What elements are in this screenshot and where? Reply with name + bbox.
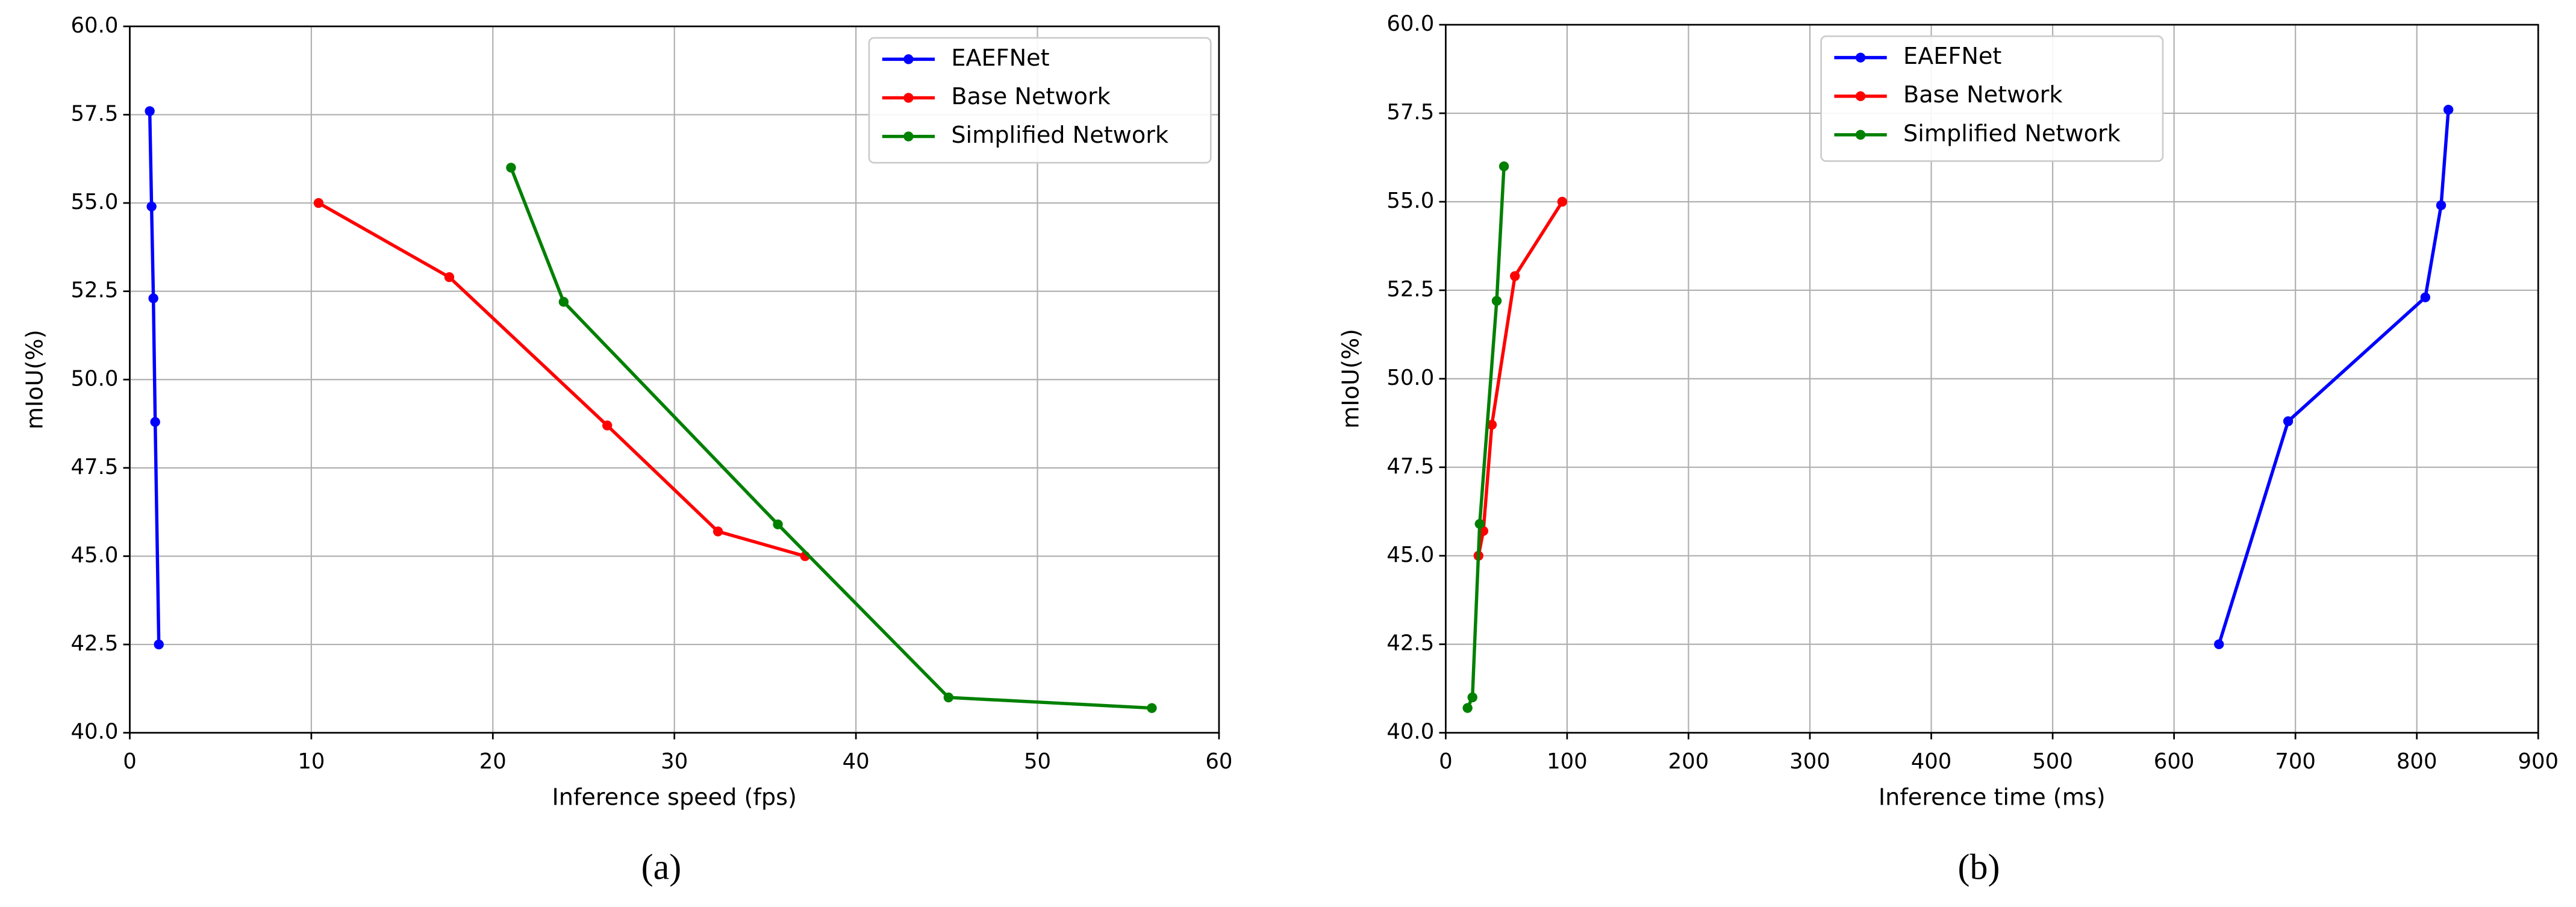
- point: [1474, 519, 1485, 529]
- x-tick-label: 20: [479, 749, 507, 774]
- point: [713, 526, 723, 537]
- y-tick-label: 42.5: [70, 631, 118, 656]
- series-line: [509, 167, 1152, 710]
- point: [145, 106, 155, 116]
- point: [602, 420, 613, 431]
- series-line: [148, 111, 161, 645]
- legend-label: Simplified Network: [1903, 120, 2121, 147]
- x-tick-label: 50: [1024, 749, 1051, 774]
- legend-label: Simplified Network: [951, 122, 1168, 149]
- x-tick-label: 10: [298, 749, 325, 774]
- legend-label: EAEFNet: [951, 45, 1049, 72]
- point: [1491, 296, 1502, 306]
- point: [1499, 161, 1509, 172]
- legend-marker: [1855, 91, 1866, 101]
- point: [506, 163, 516, 173]
- legend-label: Base Network: [1903, 82, 2062, 108]
- legend-label: EAEFNet: [1903, 43, 2001, 70]
- point: [558, 297, 569, 307]
- x-tick-label: 0: [123, 749, 137, 774]
- point: [2443, 104, 2454, 115]
- legend-marker: [903, 93, 914, 103]
- y-tick-label: 42.5: [1386, 631, 1434, 656]
- point: [2214, 639, 2224, 649]
- x-axis-label: Inference time (ms): [1879, 784, 2106, 811]
- x-tick-label: 400: [1911, 749, 1952, 774]
- point: [1462, 703, 1473, 713]
- x-tick-label: 500: [2032, 749, 2073, 774]
- x-tick-label: 60: [1205, 749, 1232, 774]
- y-tick-label: 57.5: [70, 101, 118, 126]
- y-tick-label: 50.0: [1386, 366, 1434, 390]
- point: [1510, 271, 1520, 281]
- y-tick-label: 50.0: [70, 366, 118, 391]
- legend-label: Base Network: [951, 84, 1110, 110]
- x-tick-label: 100: [1547, 749, 1588, 774]
- y-tick-label: 45.0: [1386, 543, 1434, 567]
- point: [2283, 416, 2294, 426]
- y-tick-label: 60.0: [1386, 11, 1434, 36]
- caption: (b): [1958, 847, 2000, 887]
- series-line: [2217, 109, 2450, 645]
- caption: (a): [641, 847, 682, 887]
- y-axis-label: mIoU(%): [22, 329, 49, 429]
- y-tick-label: 47.5: [1386, 454, 1434, 479]
- point: [146, 201, 157, 212]
- point: [444, 272, 455, 282]
- y-tick-label: 55.0: [70, 190, 118, 214]
- x-tick-label: 30: [661, 749, 688, 774]
- point: [2420, 292, 2431, 302]
- x-tick-label: 0: [1439, 749, 1453, 774]
- point: [150, 417, 160, 427]
- y-tick-label: 52.5: [70, 278, 118, 303]
- series-line: [1466, 166, 1506, 709]
- x-tick-label: 40: [843, 749, 870, 774]
- x-axis-label: Inference speed (fps): [552, 784, 797, 811]
- y-tick-label: 40.0: [1386, 720, 1434, 744]
- x-tick-label: 800: [2397, 749, 2437, 774]
- y-tick-label: 52.5: [1386, 277, 1434, 302]
- legend-marker: [903, 54, 914, 64]
- point: [1486, 420, 1497, 430]
- point: [943, 692, 954, 703]
- y-axis-label: mIoU(%): [1338, 329, 1364, 429]
- y-tick-label: 40.0: [70, 720, 118, 744]
- point: [1147, 703, 1157, 713]
- y-tick-label: 60.0: [70, 13, 118, 38]
- x-tick-label: 600: [2154, 749, 2195, 774]
- y-tick-label: 45.0: [70, 543, 118, 567]
- legend-box: [1820, 35, 2164, 162]
- y-tick-label: 55.0: [1386, 189, 1434, 213]
- point: [2436, 200, 2447, 211]
- x-tick-label: 700: [2275, 749, 2316, 774]
- point: [313, 198, 324, 208]
- plot-frame: [129, 25, 1220, 734]
- plot-frame: [1444, 23, 2539, 734]
- point: [148, 293, 158, 304]
- legend-marker: [903, 131, 914, 142]
- legend-marker: [1855, 52, 1866, 63]
- x-tick-label: 200: [1668, 749, 1709, 774]
- y-tick-label: 47.5: [70, 455, 118, 479]
- x-tick-label: 300: [1789, 749, 1830, 774]
- point: [154, 639, 164, 650]
- legend-marker: [1855, 129, 1866, 140]
- x-tick-label: 900: [2518, 749, 2559, 774]
- legend-box: [868, 37, 1212, 164]
- point: [1557, 196, 1568, 207]
- y-tick-label: 57.5: [1386, 100, 1434, 125]
- point: [773, 519, 783, 529]
- point: [1467, 692, 1477, 703]
